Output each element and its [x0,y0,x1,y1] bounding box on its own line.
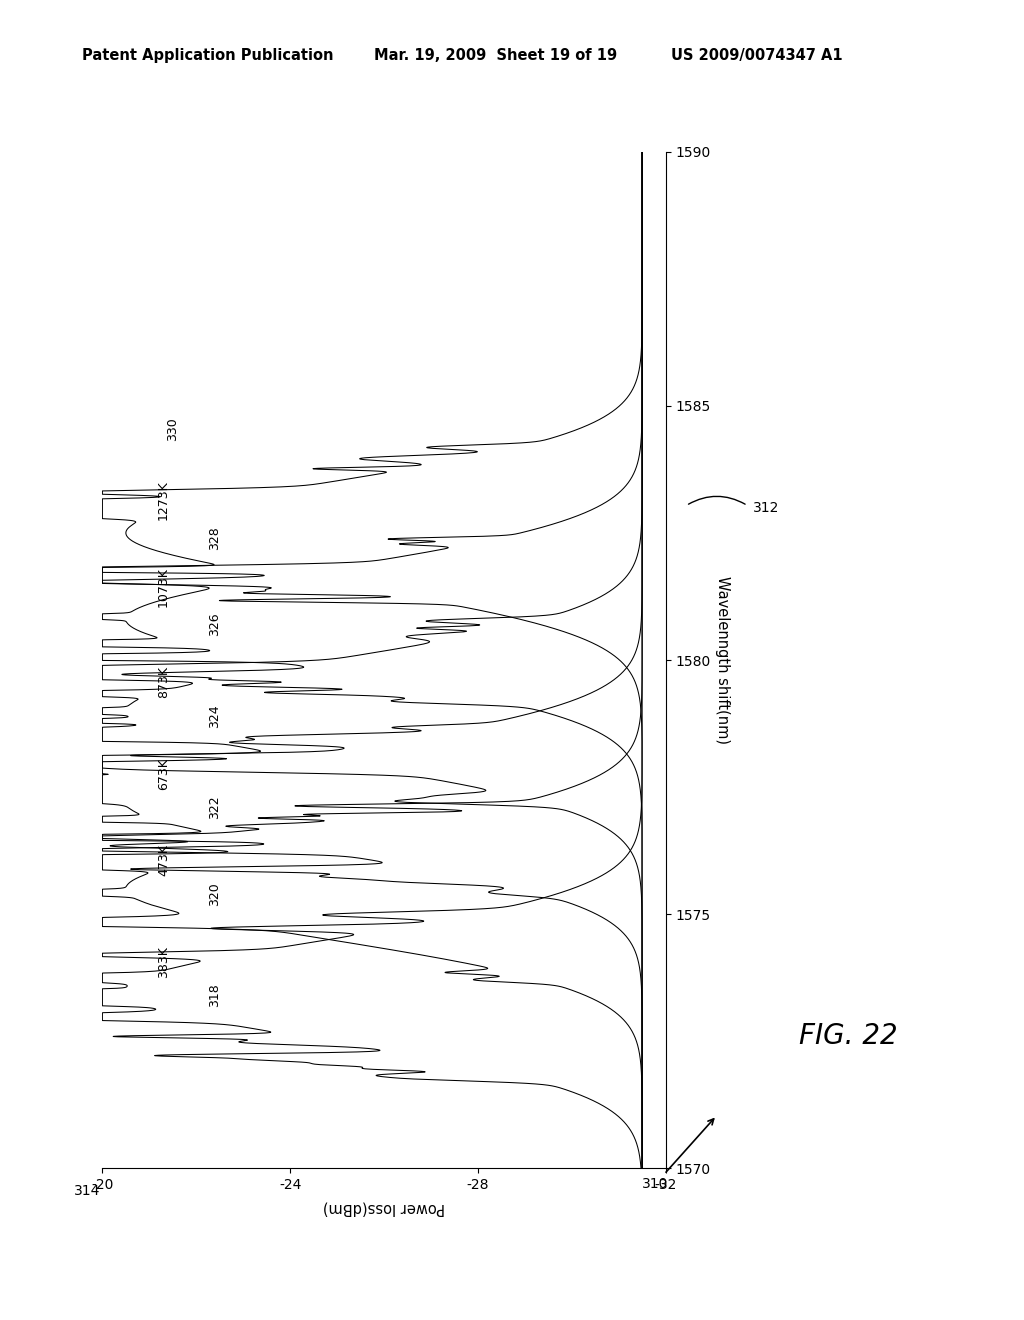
X-axis label: Power loss(dBm): Power loss(dBm) [323,1200,445,1216]
Text: Mar. 19, 2009  Sheet 19 of 19: Mar. 19, 2009 Sheet 19 of 19 [374,48,616,62]
Text: 330: 330 [166,417,179,441]
Text: 314: 314 [74,1184,100,1197]
Text: 473K: 473K [157,843,170,876]
Text: 318: 318 [209,983,221,1007]
Text: 320: 320 [209,882,221,906]
Text: US 2009/0074347 A1: US 2009/0074347 A1 [671,48,843,62]
Text: FIG. 22: FIG. 22 [799,1022,897,1051]
Text: 873K: 873K [157,667,170,698]
Text: 312: 312 [753,502,779,515]
Y-axis label: Wavelenngth shift(nm): Wavelenngth shift(nm) [715,576,730,744]
Text: 310: 310 [642,1119,714,1191]
Text: 1273K: 1273K [157,480,170,520]
Text: 322: 322 [209,796,221,820]
Text: 324: 324 [209,704,221,727]
Text: 383K: 383K [157,945,170,978]
Text: 673K: 673K [157,758,170,789]
Text: 328: 328 [209,527,221,550]
Text: Patent Application Publication: Patent Application Publication [82,48,334,62]
Text: 326: 326 [209,612,221,636]
Text: 1073K: 1073K [157,566,170,607]
